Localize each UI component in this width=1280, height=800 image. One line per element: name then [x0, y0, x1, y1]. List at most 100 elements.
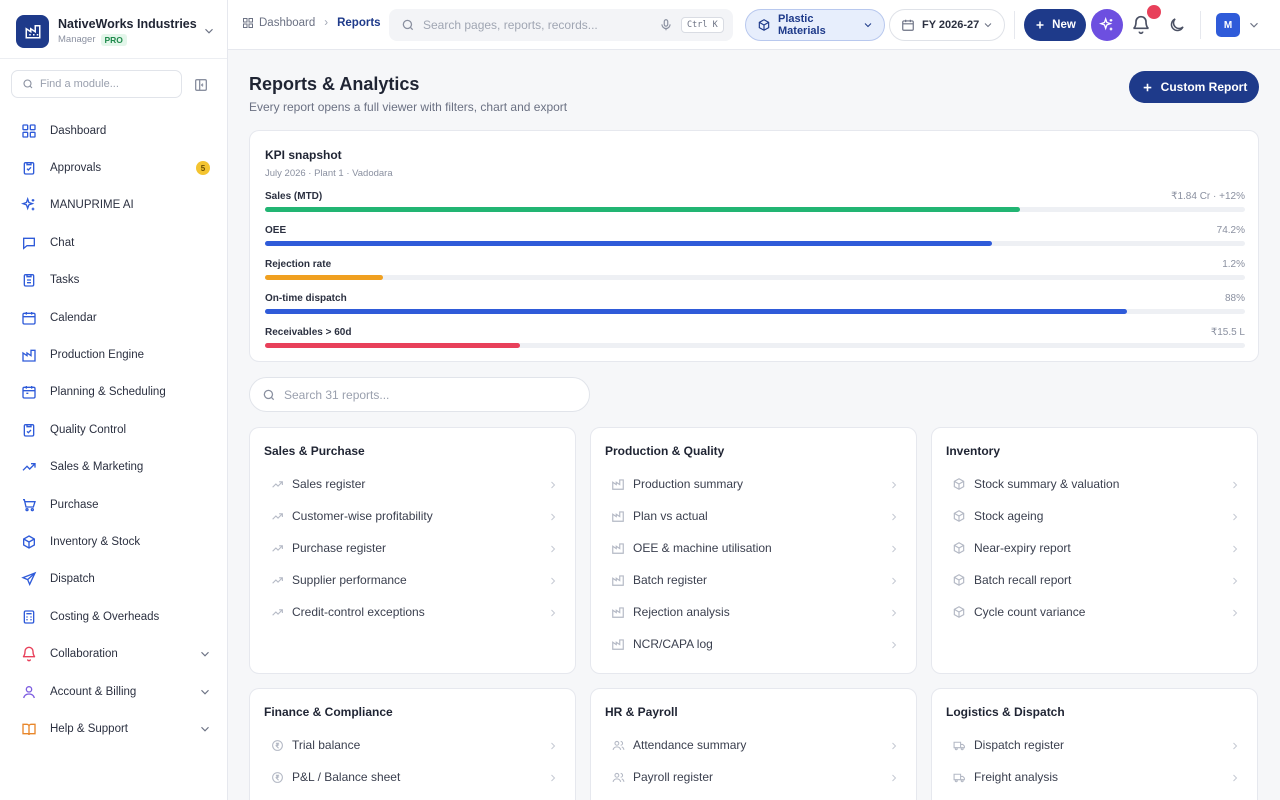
- report-item-label: P&L / Balance sheet: [292, 770, 401, 784]
- chevron-right-icon: [547, 510, 559, 522]
- report-item[interactable]: Trial balance: [260, 729, 565, 761]
- sidebar-item-sales-and-marketing[interactable]: Sales & Marketing: [12, 449, 216, 486]
- sidebar-item-calendar[interactable]: Calendar: [12, 299, 216, 336]
- sidebar-collapse-icon[interactable]: [193, 77, 209, 93]
- report-item[interactable]: Payroll register: [601, 761, 906, 793]
- report-item[interactable]: Rejection analysis: [601, 596, 906, 628]
- report-item-label: Stock ageing: [974, 509, 1044, 523]
- sidebar-item-costing-and-overheads[interactable]: Costing & Overheads: [12, 598, 216, 635]
- module-search-input[interactable]: [40, 78, 180, 90]
- quality-clipboard-icon: [20, 421, 38, 439]
- chevron-right-icon: [888, 542, 900, 554]
- report-item-label: OEE & machine utilisation: [633, 541, 772, 555]
- box-icon: [20, 533, 38, 551]
- kpi-label: OEE: [265, 225, 287, 236]
- global-search-input[interactable]: [423, 18, 653, 32]
- topbar: Dashboard › Reports Ctrl K Plastic Mater…: [228, 0, 1280, 50]
- rupee-icon: [270, 770, 284, 784]
- factory-icon: [611, 477, 625, 491]
- sidebar-item-dashboard[interactable]: Dashboard: [12, 112, 216, 149]
- notifications-bell-icon[interactable]: [1131, 15, 1151, 35]
- report-item[interactable]: Purchase register: [260, 532, 565, 564]
- kpi-label: On-time dispatch: [265, 293, 347, 304]
- report-item[interactable]: Dispatch register: [942, 729, 1247, 761]
- report-group-title: Logistics & Dispatch: [946, 705, 1065, 719]
- kpi-row-sales-mtd: Sales (MTD) ₹1.84 Cr · +12%: [265, 191, 1245, 217]
- chevron-right-icon: [888, 606, 900, 618]
- report-item[interactable]: Freight analysis: [942, 761, 1247, 793]
- user-avatar[interactable]: M: [1216, 13, 1240, 37]
- factory-icon: [611, 605, 625, 619]
- sidebar: NativeWorks Industries Manager PRO Dashbo…: [0, 0, 228, 800]
- report-item[interactable]: NCR/CAPA log: [601, 628, 906, 660]
- report-group-production-and-quality: Production & Quality Production summary …: [590, 427, 917, 674]
- kpi-label: Rejection rate: [265, 259, 332, 270]
- sidebar-item-production-engine[interactable]: Production Engine: [12, 336, 216, 373]
- reports-search-input[interactable]: [284, 387, 574, 402]
- chevron-right-icon: [888, 739, 900, 751]
- report-item[interactable]: Customer-wise profitability: [260, 500, 565, 532]
- sidebar-item-dispatch[interactable]: Dispatch: [12, 561, 216, 598]
- new-button-label: New: [1052, 19, 1076, 31]
- chevron-right-icon: [888, 638, 900, 650]
- sidebar-item-tasks[interactable]: Tasks: [12, 262, 216, 299]
- sidebar-item-purchase[interactable]: Purchase: [12, 486, 216, 523]
- kpi-progress-track: [265, 309, 1245, 314]
- report-item[interactable]: Near-expiry report: [942, 532, 1247, 564]
- plus-icon: [1036, 21, 1044, 29]
- report-item[interactable]: Batch register: [601, 564, 906, 596]
- sidebar-item-approvals[interactable]: Approvals 5: [12, 149, 216, 186]
- report-item[interactable]: Cycle count variance: [942, 596, 1247, 628]
- sidebar-item-account-and-billing[interactable]: Account & Billing: [12, 673, 216, 710]
- sidebar-item-chat[interactable]: Chat: [12, 224, 216, 261]
- report-item-label: Plan vs actual: [633, 509, 708, 523]
- report-item[interactable]: Batch recall report: [942, 564, 1247, 596]
- report-item[interactable]: Plan vs actual: [601, 500, 906, 532]
- material-selector[interactable]: Plastic Materials: [745, 9, 885, 41]
- sidebar-item-quality-control[interactable]: Quality Control: [12, 411, 216, 448]
- report-item-label: Near-expiry report: [974, 541, 1071, 555]
- ai-assistant-button[interactable]: [1091, 9, 1123, 41]
- sidebar-item-inventory-and-stock[interactable]: Inventory & Stock: [12, 523, 216, 560]
- kpi-value: 74.2%: [1216, 225, 1245, 236]
- report-item[interactable]: Production summary: [601, 468, 906, 500]
- fiscal-year-selector[interactable]: FY 2026-27: [889, 9, 1005, 41]
- search-icon: [402, 19, 414, 31]
- chevron-down-icon: [198, 722, 212, 736]
- sidebar-item-help-and-support[interactable]: Help & Support: [12, 710, 216, 747]
- reports-search[interactable]: [249, 377, 590, 412]
- sidebar-item-collaboration[interactable]: Collaboration: [12, 635, 216, 672]
- report-group-title: Sales & Purchase: [264, 444, 365, 458]
- breadcrumb-dashboard[interactable]: Dashboard: [242, 17, 315, 29]
- chevron-down-icon[interactable]: [1247, 18, 1261, 32]
- report-item[interactable]: Credit-control exceptions: [260, 596, 565, 628]
- org-switcher[interactable]: NativeWorks Industries Manager PRO: [16, 14, 216, 48]
- sidebar-item-label: Quality Control: [50, 423, 127, 436]
- report-item[interactable]: Supplier performance: [260, 564, 565, 596]
- global-search[interactable]: Ctrl K: [389, 9, 733, 41]
- divider: [1014, 11, 1015, 39]
- report-item[interactable]: Stock summary & valuation: [942, 468, 1247, 500]
- microphone-icon[interactable]: [659, 18, 673, 32]
- chevron-right-icon: [1229, 606, 1241, 618]
- report-item-label: Cycle count variance: [974, 605, 1086, 619]
- chevron-down-icon: [198, 685, 212, 699]
- dark-mode-moon-icon[interactable]: [1168, 16, 1186, 34]
- checklist-icon: [20, 271, 38, 289]
- report-item[interactable]: Sales register: [260, 468, 565, 500]
- report-item-label: Payroll register: [633, 770, 714, 784]
- report-item[interactable]: Attendance summary: [601, 729, 906, 761]
- calculator-icon: [20, 608, 38, 626]
- breadcrumb-separator: ›: [324, 17, 329, 29]
- kpi-progress-track: [265, 241, 1245, 246]
- report-item[interactable]: Stock ageing: [942, 500, 1247, 532]
- report-item[interactable]: P&L / Balance sheet: [260, 761, 565, 793]
- sidebar-item-planning-and-scheduling[interactable]: Planning & Scheduling: [12, 374, 216, 411]
- report-item[interactable]: OEE & machine utilisation: [601, 532, 906, 564]
- module-search[interactable]: [11, 70, 182, 98]
- custom-report-button[interactable]: Custom Report: [1129, 71, 1259, 103]
- new-button[interactable]: New: [1024, 9, 1086, 41]
- kpi-value: 88%: [1224, 293, 1245, 304]
- sidebar-item-manuprime-ai[interactable]: MANUPRIME AI: [12, 187, 216, 224]
- report-item-label: NCR/CAPA log: [633, 637, 713, 651]
